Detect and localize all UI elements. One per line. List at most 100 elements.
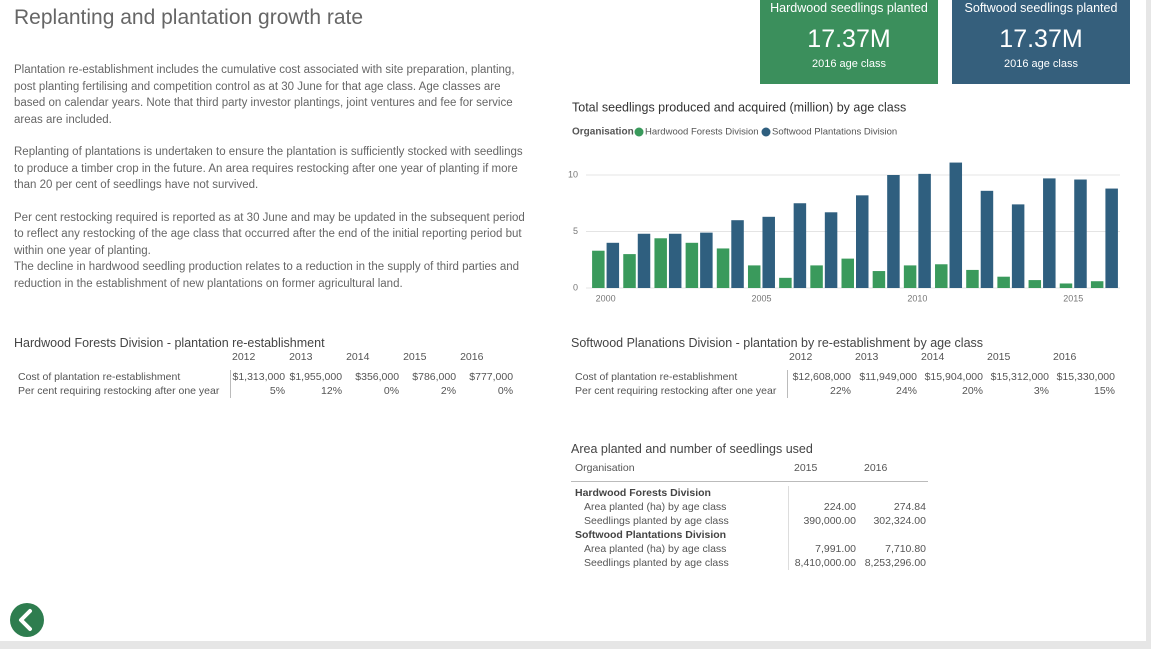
cell: 302,324.00: [873, 514, 926, 527]
table-row: Per cent requiring restocking after one …: [14, 384, 515, 398]
cell: $15,904,000: [924, 371, 983, 383]
bar: [841, 258, 854, 288]
legend-swatch: [761, 127, 771, 137]
back-button[interactable]: [9, 602, 45, 638]
bar: [903, 265, 917, 288]
column-header: 2014: [346, 351, 370, 363]
bar: [887, 175, 900, 288]
bar: [810, 265, 823, 288]
cell: 0%: [497, 385, 514, 397]
bar: [935, 264, 948, 288]
cell: $15,312,000: [990, 371, 1049, 383]
legend-label: Hardwood Forests Division: [645, 127, 759, 138]
bar: [654, 238, 667, 288]
bar: [685, 242, 699, 288]
chart: Total seedlings produced and acquired (m…: [568, 100, 1120, 303]
group-row: Hardwood Forests Division: [571, 485, 928, 500]
kpi-title: Softwood seedlings planted: [964, 1, 1118, 15]
cell: $1,313,000: [232, 371, 286, 383]
column-header: Organisation: [575, 462, 635, 474]
bar: [623, 254, 636, 288]
kpi-card: Hardwood seedlings planted 17.37M 2016 age…: [760, 0, 938, 84]
cell: 5%: [269, 385, 286, 397]
bar: [1074, 179, 1087, 288]
bar: [637, 233, 651, 288]
bar: [997, 276, 1010, 288]
paragraph: The decline in hardwood seedling product…: [14, 261, 520, 290]
y-tick-label: 10: [568, 169, 578, 179]
cell: $786,000: [412, 371, 457, 383]
bar: [606, 242, 620, 288]
cell: $777,000: [469, 371, 514, 383]
bar: [1105, 188, 1118, 288]
legend-swatch: [634, 127, 644, 137]
row-label: Cost of plantation re-establishment: [14, 370, 231, 384]
bar: [762, 216, 775, 288]
column-header: 2015: [794, 462, 818, 474]
bar: [716, 248, 730, 288]
header-row: 2012 2013 2014 2015 2016: [14, 350, 515, 370]
cell: 7,991.00: [815, 542, 856, 555]
bar: [872, 271, 886, 288]
bar: [1090, 281, 1104, 288]
legend-title: Organisation: [572, 127, 634, 138]
cell: 7,710.80: [885, 542, 926, 555]
cell: $356,000: [355, 371, 400, 383]
data-table: 2012 2013 2014 2015 2016 Cost of plantation r…: [571, 350, 1117, 398]
table-row: Per cent requiring restocking after one …: [571, 384, 1117, 398]
group-name: Hardwood Forests Division: [571, 485, 789, 500]
cell: $12,608,000: [792, 371, 851, 383]
x-tick-label: 2000: [596, 293, 616, 303]
cell: $15,330,000: [1056, 371, 1115, 383]
bar: [700, 232, 713, 288]
bar: [918, 173, 931, 288]
bar: [779, 277, 792, 288]
table-title: Area planted and number of seedlings use…: [571, 442, 813, 456]
column-header: 2015: [403, 351, 427, 363]
cell: 3%: [1033, 385, 1049, 397]
paragraph: Plantation re-establishment includes the…: [14, 64, 515, 126]
x-tick-label: 2005: [751, 293, 771, 303]
group-name: Softwood Plantations Division: [571, 527, 789, 542]
cell: 15%: [1093, 385, 1115, 397]
cell: 22%: [829, 385, 851, 397]
table-row: Area planted (ha) by age class 7,991.00 7,…: [571, 541, 928, 556]
chart-title: Total seedlings produced and acquired (m…: [572, 100, 906, 114]
bar: [1059, 283, 1073, 288]
cell: [788, 486, 858, 500]
header-row: Organisation 2015 2016: [571, 461, 928, 482]
bar: [1043, 178, 1056, 288]
paragraph: Replanting of plantations is undertaken …: [14, 146, 523, 191]
cell: [858, 528, 928, 542]
cell: 8,410,000.00: [794, 556, 856, 569]
paragraph: Per cent restocking required is reported…: [14, 211, 525, 257]
cell: 390,000.00: [803, 514, 856, 527]
back-arrow[interactable]: [19, 609, 32, 631]
row-label: Seedlings planted by age class: [571, 555, 789, 570]
kpi-caption: 2016 age class: [1004, 58, 1078, 70]
back-button-circle[interactable]: [10, 603, 44, 637]
row-label: Per cent requiring restocking after one …: [571, 384, 788, 398]
row-label: Seedlings planted by age class: [571, 513, 789, 528]
x-tick-label: 2015: [1063, 293, 1083, 303]
kpi-card: Softwood seedlings planted 17.37M 2016 age…: [952, 0, 1130, 84]
cell: $1,955,000: [289, 371, 343, 383]
column-header: 2013: [855, 351, 879, 363]
row-label: Area planted (ha) by age class: [571, 541, 789, 556]
cell: $11,949,000: [859, 371, 917, 383]
table-row: Cost of plantation re-establishment $12,6…: [571, 370, 1117, 384]
bottom-bar: [0, 641, 1151, 649]
group-row: Softwood Plantations Division: [571, 527, 928, 542]
page-title: Replanting and plantation growth rate: [14, 6, 364, 29]
kpi-value: 17.37M: [999, 25, 1083, 53]
row-label: Area planted (ha) by age class: [571, 499, 789, 514]
row-label: Per cent requiring restocking after one …: [14, 384, 231, 398]
bar: [731, 220, 744, 288]
bar: [966, 269, 979, 288]
legend-label: Softwood Plantations Division: [772, 127, 897, 138]
table-title: Hardwood Forests Division - plantation r…: [14, 336, 325, 350]
header-cell: [571, 350, 787, 370]
description: Plantation re-establishment includes the…: [14, 62, 534, 308]
x-tick-label: 2010: [907, 293, 927, 303]
column-header: 2016: [1053, 351, 1077, 363]
